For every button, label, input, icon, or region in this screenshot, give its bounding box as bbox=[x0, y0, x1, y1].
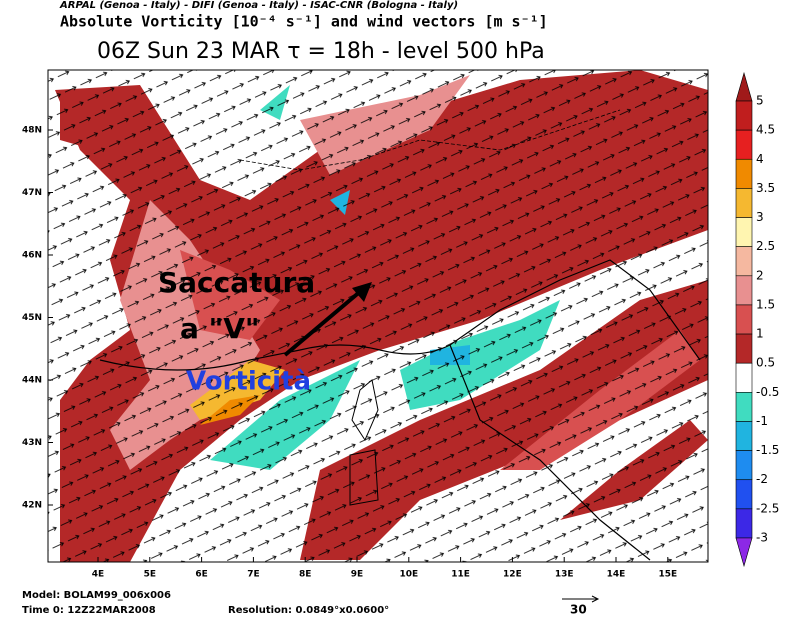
annotation: Vorticità bbox=[186, 367, 311, 397]
annotation-arrowhead bbox=[352, 282, 372, 302]
colorbar-label: -2.5 bbox=[756, 501, 779, 515]
colorbar-band bbox=[735, 100, 753, 131]
latitude-labels: 48N 47N 46N 45N 44N 43N 42N bbox=[22, 126, 53, 511]
colorbar-arrow bbox=[735, 537, 753, 568]
latitude-label: 47N bbox=[22, 188, 42, 198]
map-frame bbox=[47, 69, 709, 563]
longitude-label: 6E bbox=[195, 570, 207, 580]
colorbar-label: -1.5 bbox=[756, 443, 779, 457]
colorbar-band bbox=[735, 508, 753, 539]
longitude-label: 8E bbox=[299, 570, 311, 580]
latitude-label: 43N bbox=[22, 438, 42, 448]
longitude-label: 11E bbox=[451, 570, 470, 580]
colorbar-band bbox=[735, 188, 753, 218]
longitude-label: 4E bbox=[92, 570, 104, 580]
colorbar-band bbox=[735, 450, 753, 481]
colorbar: 5 4.5 4 3.5 3 2.5 2 1.5 1 0.5 -0.5 -1 -1.5 -2 -2.5 -3 bbox=[735, 71, 779, 568]
colorbar-label: 1.5 bbox=[756, 297, 775, 311]
longitude-label: 13E bbox=[555, 570, 574, 580]
colorbar-label: 3 bbox=[756, 210, 764, 224]
latitude-label: 42N bbox=[22, 501, 42, 511]
longitude-label: 12E bbox=[503, 570, 522, 580]
colorbar-label: 2.5 bbox=[756, 239, 775, 253]
latitude-label: 45N bbox=[22, 313, 42, 323]
latitude-label: 44N bbox=[22, 376, 42, 386]
credits: ARPAL (Genoa - Italy) - DIFI (Genoa - It… bbox=[59, 0, 458, 11]
annotation: Saccatura bbox=[158, 266, 315, 299]
longitude-label: 9E bbox=[351, 570, 363, 580]
colorbar-arrow bbox=[735, 71, 753, 102]
colorbar-band bbox=[735, 246, 753, 277]
colorbar-label: 2 bbox=[756, 268, 764, 282]
colorbar-label: -3 bbox=[756, 531, 768, 545]
latitude-label: 48N bbox=[22, 126, 42, 136]
annotation-arrow bbox=[283, 288, 364, 357]
longitude-label: 5E bbox=[144, 570, 156, 580]
map-title: 06Z Sun 23 MAR τ = 18h - level 500 hPa bbox=[97, 39, 545, 64]
colorbar-band bbox=[735, 217, 753, 247]
time: Time 0: 12Z22MAR2008 bbox=[22, 605, 156, 616]
colorbar-label: 4 bbox=[756, 152, 764, 166]
colorbar-band bbox=[735, 275, 753, 306]
colorbar-band bbox=[735, 304, 753, 335]
colorbar-label: 3.5 bbox=[756, 181, 775, 195]
map-field bbox=[48, 70, 708, 562]
colorbar-label: 5 bbox=[756, 94, 764, 108]
colorbar-band bbox=[735, 333, 753, 364]
colorbar-band bbox=[735, 421, 753, 451]
colorbar-label: -0.5 bbox=[756, 385, 779, 399]
colorbar-label: -1 bbox=[756, 414, 768, 428]
colorbar-label: 1 bbox=[756, 327, 764, 341]
colorbar-band bbox=[735, 158, 753, 189]
colorbar-label: 4.5 bbox=[756, 123, 775, 137]
colorbar-band bbox=[735, 392, 753, 422]
annotation: a "V" bbox=[180, 312, 260, 345]
latitude-label: 46N bbox=[22, 251, 42, 261]
colorbar-label: 0.5 bbox=[756, 356, 775, 370]
field-title: Absolute Vorticity [10⁻⁴ s⁻¹] and wind v… bbox=[60, 13, 548, 31]
resolution: Resolution: 0.0849°x0.0600° bbox=[228, 605, 389, 616]
colorbar-label: -2 bbox=[756, 472, 768, 486]
longitude-label: 14E bbox=[607, 570, 626, 580]
longitude-label: 7E bbox=[247, 570, 259, 580]
model: Model: BOLAM99_006x006 bbox=[22, 590, 171, 601]
longitude-label: 10E bbox=[399, 570, 418, 580]
scale-arrowhead bbox=[591, 595, 600, 603]
longitude-label: 15E bbox=[658, 570, 677, 580]
longitude-labels: 4E 5E 6E 7E 8E 9E 10E 11E 12E 13E 14E 15E bbox=[92, 557, 677, 580]
colorbar-band bbox=[735, 129, 753, 160]
scale-label: 30 bbox=[570, 603, 587, 617]
colorbar-band bbox=[735, 362, 753, 393]
colorbar-band bbox=[735, 479, 753, 510]
